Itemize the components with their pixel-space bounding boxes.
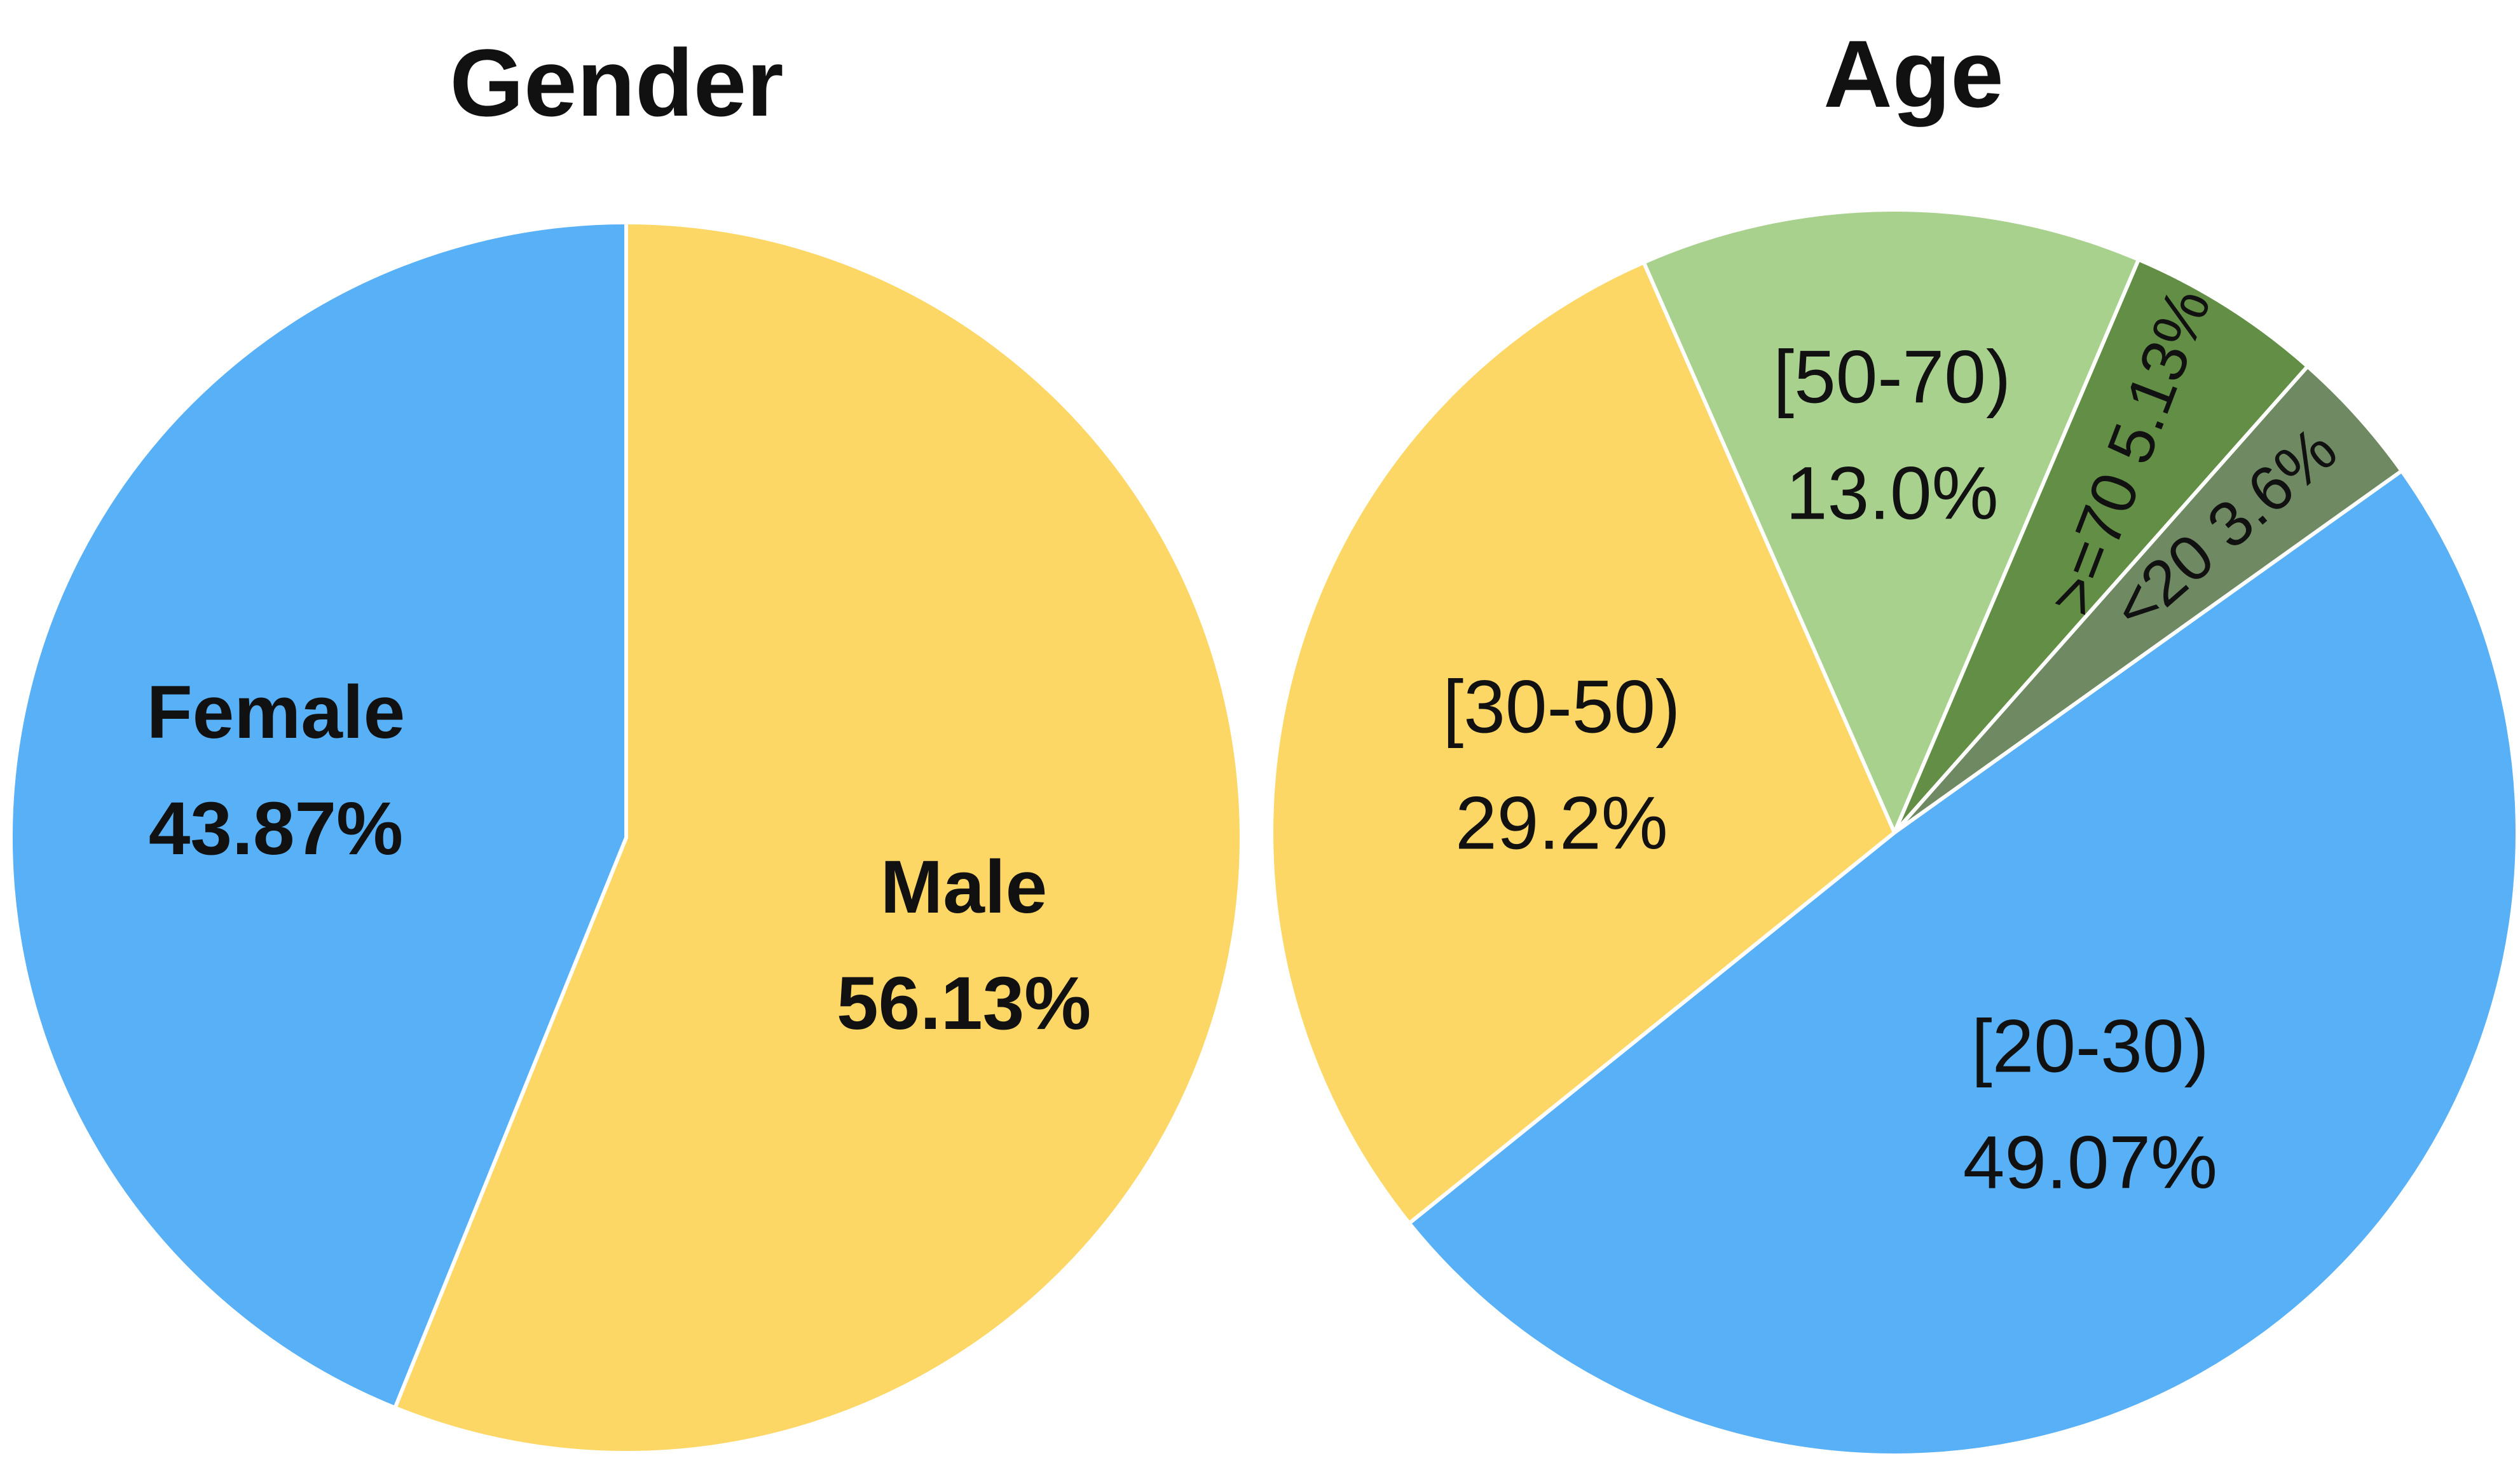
gender-label-value-male: 56.13% — [837, 962, 1091, 1045]
age-label-value-30-50: 29.2% — [1455, 782, 1668, 866]
gender-label-female: Female 43.87% — [147, 670, 406, 871]
gender-label-name-male: Male — [880, 845, 1047, 929]
gender-label-name-female: Female — [147, 670, 406, 754]
age-label-name-50-70: [50-70) — [1773, 336, 2011, 419]
gender-chart-title: Gender — [449, 29, 783, 136]
age-slice-30-50 — [1270, 260, 1896, 1225]
age-slice-lt20 — [1893, 364, 2404, 834]
age-slice-ge70 — [1893, 257, 2310, 834]
age-chart-title: Age — [1823, 20, 2003, 127]
age-label-50-70: [50-70) 13.0% — [1773, 336, 2011, 536]
gender-slice-male — [393, 221, 1243, 1455]
gender-label-male: Male 56.13% — [837, 845, 1091, 1045]
age-label-value-50-70: 13.0% — [1786, 452, 1999, 536]
gender-label-value-female: 43.87% — [149, 787, 403, 871]
age-label-name-20-30: [20-30) — [1971, 1005, 2209, 1089]
age-label-name-30-50: [30-50) — [1442, 665, 1680, 749]
gender-slice-female — [9, 221, 628, 1410]
age-label-20-30: [20-30) 49.07% — [1963, 1005, 2217, 1205]
gender-pie: Male 56.13% Female 43.87% — [9, 221, 1243, 1455]
age-label-30-50: [30-50) 29.2% — [1442, 665, 1680, 866]
age-pie: [20-30) 49.07%[30-50) 29.2%[50-70) 13.0% >=7… — [1270, 208, 2519, 1457]
age-slice-20-30 — [1407, 468, 2519, 1457]
age-slice-50-70 — [1641, 208, 2141, 834]
age-label-value-20-30: 49.07% — [1963, 1121, 2217, 1205]
